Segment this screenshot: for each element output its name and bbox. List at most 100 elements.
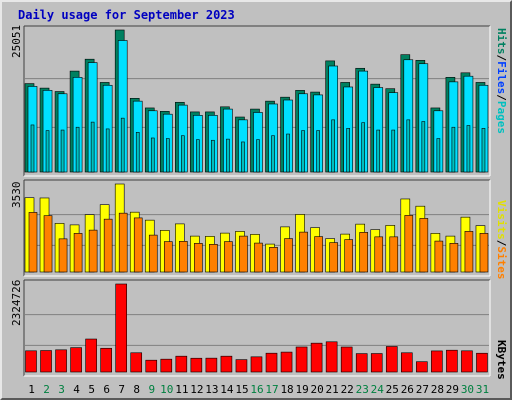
kbytes-bar <box>130 352 143 373</box>
sites-bar <box>464 231 474 273</box>
pages-bar <box>211 139 215 173</box>
pages-bar <box>361 122 366 173</box>
kbytes-bar <box>145 359 158 373</box>
kbytes-bar <box>385 346 398 373</box>
pages-bar <box>436 138 441 173</box>
sites-bar <box>209 244 218 273</box>
pages-bar <box>135 132 140 173</box>
kbytes-bar <box>325 341 338 373</box>
kbytes-bar <box>401 352 413 373</box>
pages-bar <box>391 129 396 173</box>
sites-bar <box>374 236 384 273</box>
kbytes-bar <box>55 349 67 373</box>
kbytes-bar <box>115 283 127 373</box>
pages-bar <box>481 128 486 173</box>
day-label: 18 <box>280 383 293 396</box>
sites-bar <box>118 212 128 273</box>
kbytes-bar <box>85 338 97 373</box>
day-label: 2 <box>43 383 50 396</box>
day-label: 24 <box>371 383 385 396</box>
day-label: 25 <box>386 383 399 396</box>
pages-bar <box>241 141 245 173</box>
sites-bar <box>254 242 263 273</box>
sites-bar <box>419 218 429 273</box>
pages-bar <box>226 138 230 173</box>
pages-bar <box>75 126 80 173</box>
day-label: 17 <box>265 383 278 396</box>
sites-bar <box>449 243 459 273</box>
kbytes-bar <box>431 350 443 373</box>
day-label: 8 <box>133 383 140 396</box>
pages-bar <box>466 125 471 173</box>
kbytes-bar <box>205 357 218 373</box>
day-label: 12 <box>190 383 203 396</box>
pages-bar <box>301 130 305 173</box>
day-label: 15 <box>235 383 248 396</box>
pages-bar <box>256 139 260 173</box>
pages-bar <box>165 138 170 173</box>
sites-bar <box>239 235 248 273</box>
day-label: 13 <box>205 383 218 396</box>
sites-bar <box>148 234 158 273</box>
pages-bar <box>346 128 350 173</box>
day-label: 23 <box>356 383 369 396</box>
day-label: 30 <box>461 383 474 396</box>
pages-bar <box>316 130 320 173</box>
sites-bar <box>329 242 338 273</box>
day-label: 28 <box>431 383 444 396</box>
sites-bar <box>179 241 188 273</box>
day-label: 26 <box>401 383 414 396</box>
sites-bar <box>58 238 68 273</box>
sites-bar <box>284 238 293 273</box>
kbytes-bar <box>40 350 52 373</box>
sites-bar <box>404 215 414 273</box>
day-label: 1 <box>28 383 35 396</box>
sites-bar <box>163 241 173 273</box>
pages-bar <box>331 119 335 173</box>
pages-bar <box>421 121 426 173</box>
day-label: 27 <box>416 383 429 396</box>
sites-bar <box>479 233 489 273</box>
pages-bar <box>120 117 125 173</box>
kbytes-bar <box>160 358 173 373</box>
kbytes-bar <box>70 347 82 373</box>
kbytes-bar <box>310 342 323 373</box>
pages-bar <box>286 133 290 173</box>
sites-bar <box>28 212 38 273</box>
sites-bar <box>434 240 444 273</box>
pages-bar <box>45 130 50 173</box>
kbytes-bar <box>295 346 308 373</box>
kbytes-bar <box>370 353 383 373</box>
kbytes-bar <box>220 355 233 373</box>
pages-bar <box>30 124 35 173</box>
day-label: 9 <box>148 383 155 396</box>
sites-bar <box>133 217 143 273</box>
sites-bar <box>269 247 278 273</box>
day-label: 21 <box>326 383 339 396</box>
day-label: 11 <box>175 383 188 396</box>
kbytes-bar <box>25 350 37 373</box>
pages-bar <box>150 137 155 173</box>
kbytes-bar <box>250 356 263 373</box>
day-label: 19 <box>295 383 308 396</box>
day-label: 20 <box>311 383 324 396</box>
sites-bar <box>43 215 53 273</box>
day-label: 3 <box>58 383 65 396</box>
pages-bar <box>181 135 185 173</box>
sites-bar <box>314 236 323 273</box>
pages-bar <box>60 129 65 173</box>
sites-bar <box>224 241 233 273</box>
kbytes-bar <box>416 361 428 373</box>
kbytes-bar <box>476 352 488 373</box>
day-label: 10 <box>160 383 173 396</box>
pages-bar <box>196 139 200 173</box>
day-label: 6 <box>103 383 110 396</box>
day-label: 7 <box>118 383 125 396</box>
kbytes-bar <box>175 355 188 373</box>
pages-bar <box>406 119 411 173</box>
kbytes-bar <box>355 353 368 373</box>
sites-bar <box>88 229 98 273</box>
sites-bar <box>73 233 83 273</box>
kbytes-bar <box>340 346 353 373</box>
sites-bar <box>194 243 203 273</box>
